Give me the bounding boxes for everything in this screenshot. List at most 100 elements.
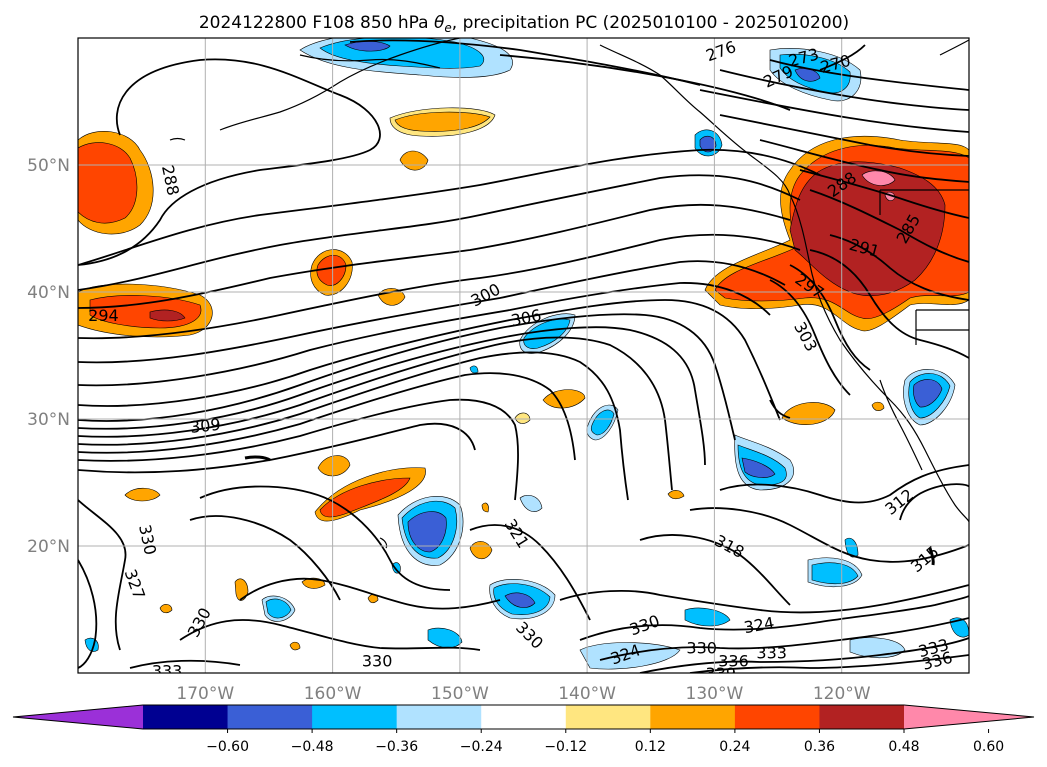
contour-line (789, 264, 871, 371)
colorbar-bin (734, 705, 820, 729)
shade-blob (469, 365, 479, 374)
contour-line (799, 169, 969, 219)
coastline (379, 537, 388, 549)
contour-line (199, 485, 451, 591)
colorbar-bin (819, 705, 905, 729)
shade-blob (427, 627, 463, 649)
shade-blob (481, 502, 489, 513)
contour-line (829, 234, 969, 301)
lon-tick-label: 130°W (686, 684, 744, 704)
contour-label: 333 (152, 661, 183, 680)
longitude-tick-labels: 170°W 160°W 150°W 140°W 130°W 120°W (176, 684, 870, 704)
contour-line (78, 148, 821, 266)
contour-line (78, 372, 576, 461)
lon-tick-label: 140°W (558, 684, 616, 704)
contour-line (179, 619, 481, 651)
contour-label: 309 (189, 415, 221, 437)
colorbar-tick-label: −0.48 (291, 739, 334, 755)
contour-line (699, 89, 969, 133)
contour-line (239, 577, 501, 610)
shade-blob (590, 409, 615, 436)
latitude-tick-labels: 20°N 30°N 40°N 50°N (27, 156, 70, 557)
colorbar-tick-label: −0.60 (206, 739, 249, 755)
shade-blob (394, 111, 491, 132)
contour-line (129, 659, 241, 669)
contour-line (189, 515, 341, 601)
contour-line (499, 54, 791, 111)
gridlines (78, 38, 969, 673)
shade-blob (234, 578, 249, 601)
shade-blob (149, 309, 186, 322)
colorbar-bin (481, 705, 567, 729)
colorbar-tick-label: −0.36 (375, 739, 418, 755)
shade-blob (949, 617, 969, 638)
shade-blob (913, 379, 943, 408)
colorbar-bin (227, 705, 313, 729)
lon-tick-label: 120°W (813, 684, 871, 704)
contour-line (899, 483, 969, 521)
contour-line (559, 584, 969, 614)
lat-tick-label: 50°N (27, 156, 70, 176)
contour-line (78, 299, 781, 421)
contour-line (639, 534, 791, 606)
colorbar-bin (650, 705, 736, 729)
colorbar-tick-label: 0.12 (635, 739, 666, 755)
contour-line (78, 282, 771, 387)
contour-line (769, 399, 791, 419)
lat-tick-label: 20°N (27, 537, 70, 557)
contour-line (78, 174, 801, 291)
shade-blob (811, 562, 859, 585)
shade-blob (316, 254, 347, 286)
contour-label: 333 (756, 644, 787, 663)
lon-tick-label: 150°W (431, 684, 489, 704)
coastline (169, 137, 186, 141)
colorbar-outline (12, 704, 1035, 730)
colorbar-bin (396, 705, 482, 729)
contour-line (759, 139, 969, 183)
colorbar-bin (312, 705, 398, 729)
contour-line (579, 595, 969, 641)
colorbar-tick-label: −0.12 (544, 739, 587, 755)
contour-line (78, 559, 98, 669)
map-title: 2024122800 F108 850 hPa θe, precipitatio… (199, 13, 849, 35)
contour-label: 336 (718, 651, 749, 670)
contour-line (78, 58, 381, 266)
contour-line (244, 455, 271, 462)
contour-line (819, 44, 866, 71)
contour-line (719, 69, 969, 111)
contour-line (809, 189, 969, 263)
contour-label: 294 (88, 306, 119, 325)
shade-blob (514, 412, 531, 424)
shade-blob (741, 457, 776, 478)
colorbar-bin (565, 705, 651, 729)
contour-line (689, 654, 969, 673)
contour-line (769, 279, 851, 396)
shade-blob (78, 142, 138, 224)
contour-label: 330 (362, 651, 393, 670)
contour-line (719, 114, 969, 157)
contour-label: 339 (706, 664, 737, 683)
colorbar-tick-label: 0.24 (719, 739, 750, 755)
map-frame (77, 37, 970, 674)
lat-tick-label: 30°N (27, 410, 70, 430)
shade-blob (407, 511, 447, 553)
contour-line (78, 398, 519, 501)
contour-line (78, 326, 706, 466)
shade-blob (684, 607, 731, 627)
colorbar-bin (143, 705, 229, 729)
shade-blob (317, 455, 351, 477)
shade-blob (265, 598, 292, 619)
colorbar-tick-label: 0.36 (804, 739, 835, 755)
contour-line (78, 351, 629, 501)
colorbar-extend-high (904, 705, 1034, 729)
colorbar-tick-label: 0.60 (973, 739, 1004, 755)
contour-line (639, 637, 969, 673)
coastline (789, 194, 969, 523)
lat-tick-label: 40°N (27, 283, 70, 303)
shade-blob (519, 495, 543, 512)
coastline (939, 39, 969, 56)
shade-blob (871, 401, 885, 411)
colorbar: −0.60 −0.48 −0.36 −0.24 −0.12 0.12 0.24 0.36 0.4… (12, 704, 1035, 755)
